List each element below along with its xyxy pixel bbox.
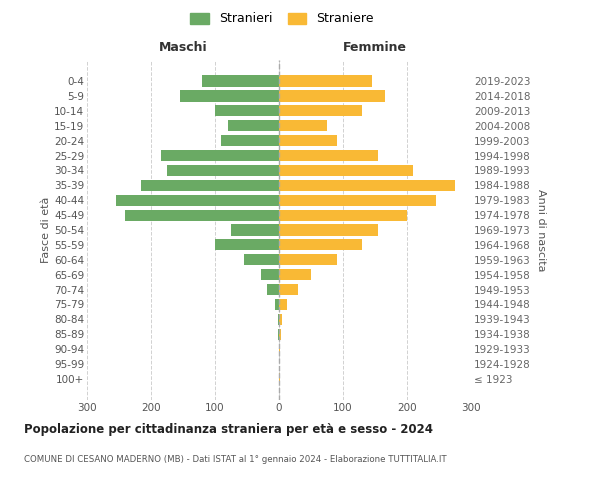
Y-axis label: Fasce di età: Fasce di età xyxy=(41,197,51,263)
Bar xyxy=(279,194,436,206)
Bar xyxy=(279,76,372,86)
Bar xyxy=(161,150,279,161)
Bar xyxy=(279,269,311,280)
Bar xyxy=(279,314,282,325)
Bar xyxy=(279,180,455,191)
Legend: Stranieri, Straniere: Stranieri, Straniere xyxy=(187,8,377,29)
Text: COMUNE DI CESANO MADERNO (MB) - Dati ISTAT al 1° gennaio 2024 - Elaborazione TUT: COMUNE DI CESANO MADERNO (MB) - Dati IST… xyxy=(24,455,446,464)
Bar xyxy=(180,90,279,102)
Bar xyxy=(202,76,279,86)
Bar xyxy=(279,328,281,340)
Bar xyxy=(228,120,279,132)
Bar xyxy=(279,284,298,295)
Bar xyxy=(116,194,279,206)
Bar xyxy=(261,269,279,280)
Bar xyxy=(142,180,279,191)
Text: Popolazione per cittadinanza straniera per età e sesso - 2024: Popolazione per cittadinanza straniera p… xyxy=(24,422,433,436)
Bar xyxy=(268,284,279,295)
Bar xyxy=(275,299,279,310)
Bar xyxy=(279,254,337,266)
Bar xyxy=(125,210,279,220)
Text: Maschi: Maschi xyxy=(158,41,208,54)
Bar xyxy=(279,90,385,102)
Bar xyxy=(279,105,362,117)
Text: Femmine: Femmine xyxy=(343,41,407,54)
Bar xyxy=(279,240,362,250)
Bar xyxy=(215,240,279,250)
Bar xyxy=(279,120,327,132)
Bar xyxy=(279,224,378,235)
Bar xyxy=(279,135,337,146)
Bar xyxy=(244,254,279,266)
Bar xyxy=(221,135,279,146)
Bar xyxy=(279,374,280,384)
Bar xyxy=(279,344,280,355)
Bar xyxy=(278,314,279,325)
Bar xyxy=(278,328,279,340)
Bar xyxy=(279,210,407,220)
Bar xyxy=(215,105,279,117)
Bar xyxy=(279,165,413,176)
Bar xyxy=(231,224,279,235)
Bar xyxy=(279,299,287,310)
Bar xyxy=(279,150,378,161)
Y-axis label: Anni di nascita: Anni di nascita xyxy=(536,188,546,271)
Bar xyxy=(167,165,279,176)
